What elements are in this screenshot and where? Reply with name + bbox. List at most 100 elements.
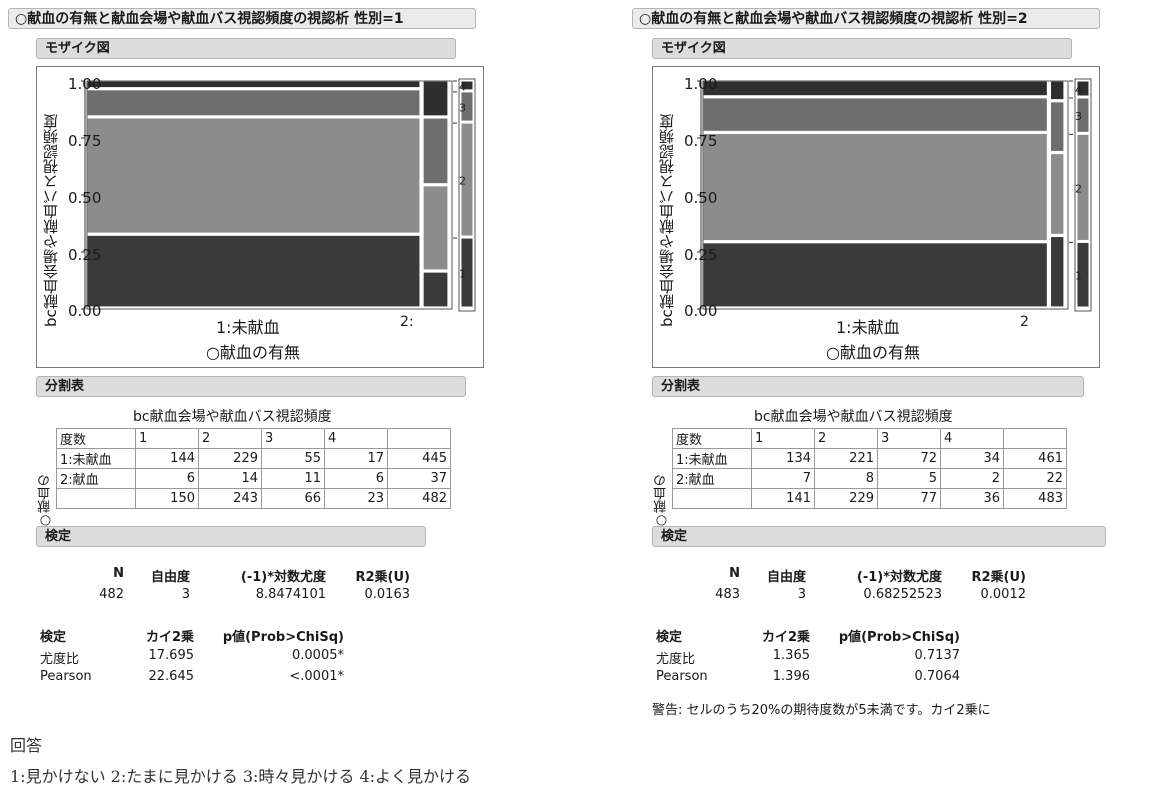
legend-segment bbox=[460, 122, 474, 237]
table-cell: 141 bbox=[751, 488, 815, 509]
y-tick-label: 0.00 bbox=[684, 302, 718, 320]
answer-legend: 1:見かけない 2:たまに見かける 3:時々見かける 4:よく見かける bbox=[10, 767, 472, 786]
level-label: 2 bbox=[1075, 182, 1082, 195]
table-row: 1:未献血 134 221 72 34 461 bbox=[672, 448, 1067, 469]
table-cell: 483 bbox=[1003, 488, 1067, 509]
test-section-header[interactable]: 検定 bbox=[36, 526, 426, 547]
mosaic-plot-frame: 1 2 3 4 bbox=[652, 66, 1100, 368]
test-head: p値(Prob>ChiSq) bbox=[838, 630, 960, 645]
y-tick-label: 1.00 bbox=[684, 75, 718, 93]
table-head-cell: 1 bbox=[751, 428, 815, 449]
test-section-header[interactable]: 検定 bbox=[652, 526, 1106, 547]
legend-segment bbox=[1076, 133, 1090, 241]
table-head-cell: 2 bbox=[814, 428, 878, 449]
level-label: 1 bbox=[1075, 270, 1082, 283]
test-row-label: Pearson bbox=[656, 669, 708, 684]
level-label: 3 bbox=[459, 101, 466, 114]
table-cell: 445 bbox=[387, 448, 451, 469]
mosaic-cell bbox=[702, 80, 1049, 97]
x-tick-label: 1:未献血 bbox=[216, 318, 280, 337]
mosaic-cell bbox=[702, 97, 1049, 133]
mosaic-cell bbox=[702, 242, 1049, 308]
table-cell: 36 bbox=[940, 488, 1004, 509]
row-label: 2:献血 bbox=[672, 468, 752, 489]
mosaic-cell bbox=[1049, 152, 1065, 236]
answer-heading: 回答 bbox=[10, 736, 43, 755]
row-label: 2:献血 bbox=[56, 468, 136, 489]
x-tick-label: 1:未献血 bbox=[836, 318, 900, 337]
test-value: 0.0005* bbox=[292, 648, 344, 663]
row-label bbox=[672, 488, 752, 509]
y-axis-label: bc献血会場や献血バス視認頻度 bbox=[42, 114, 60, 328]
row-label: 1:未献血 bbox=[56, 448, 136, 469]
table-cell: 5 bbox=[877, 468, 941, 489]
stat-head: R2乗(U) bbox=[971, 570, 1027, 585]
test-head: カイ2乗 bbox=[761, 630, 810, 645]
y-tick-label: 0.25 bbox=[684, 246, 718, 264]
plot-border bbox=[86, 80, 453, 310]
row-label bbox=[56, 488, 136, 509]
report-title[interactable]: ○献血の有無と献血会場や献血バス視認頻度の視認析 性別=1 bbox=[8, 8, 476, 29]
table-cell: 22 bbox=[1003, 468, 1067, 489]
table-title: bc献血会場や献血バス視認頻度 bbox=[754, 409, 953, 425]
y-tick-label: 0.50 bbox=[684, 189, 718, 207]
stat-value: 3 bbox=[181, 587, 190, 602]
y-tick-label: 0.75 bbox=[684, 132, 718, 150]
x-tick-label: 2: bbox=[400, 314, 414, 330]
table-row: 150 243 66 23 482 bbox=[56, 488, 451, 509]
test-row-label: 尤度比 bbox=[40, 652, 80, 667]
stat-value: 3 bbox=[797, 587, 806, 602]
x-axis-label: ○献血の有無 bbox=[206, 343, 300, 362]
test-value: 0.7137 bbox=[914, 648, 961, 663]
table-cell: 2 bbox=[940, 468, 1004, 489]
level-label: 4 bbox=[1075, 83, 1082, 96]
table-head-cell: 1 bbox=[135, 428, 199, 449]
mosaic-cell bbox=[86, 117, 421, 234]
test-head: 検定 bbox=[40, 630, 67, 645]
table-head-cell bbox=[1003, 428, 1067, 449]
table-head-cell: 4 bbox=[324, 428, 388, 449]
test-head: p値(Prob>ChiSq) bbox=[222, 630, 344, 645]
mosaic-section-header[interactable]: モザイク図 bbox=[652, 38, 1072, 59]
table-head-cell: 3 bbox=[877, 428, 941, 449]
mosaic-cell bbox=[422, 185, 449, 271]
table-head-cell: 4 bbox=[940, 428, 1004, 449]
legend-segment bbox=[1076, 80, 1090, 97]
mosaic-chart: 1 2 3 4 bbox=[697, 78, 1092, 312]
table-cell: 6 bbox=[324, 468, 388, 489]
table-cell: 77 bbox=[877, 488, 941, 509]
table-cell: 34 bbox=[940, 448, 1004, 469]
contingency-section-header[interactable]: 分割表 bbox=[36, 376, 466, 397]
mosaic-section-header[interactable]: モザイク図 bbox=[36, 38, 456, 59]
stat-value: 482 bbox=[99, 587, 124, 602]
contingency-table: 度数 1 2 3 4 1:未献血 134 221 72 34 461 2:献血 … bbox=[672, 428, 1067, 509]
x-axis-label: ○献血の有無 bbox=[826, 343, 920, 362]
warning-text: 警告: セルのうち20%の期待度数が5未満です。カイ2乗に bbox=[652, 703, 991, 718]
table-cell: 229 bbox=[814, 488, 878, 509]
table-row: 2:献血 7 8 5 2 22 bbox=[672, 468, 1067, 489]
test-row-label: Pearson bbox=[40, 669, 92, 684]
table-cell: 482 bbox=[387, 488, 451, 509]
table-cell: 23 bbox=[324, 488, 388, 509]
contingency-section-header[interactable]: 分割表 bbox=[652, 376, 1084, 397]
mosaic-cell bbox=[422, 271, 449, 308]
table-cell: 66 bbox=[261, 488, 325, 509]
table-cell: 461 bbox=[1003, 448, 1067, 469]
mosaic-cell bbox=[86, 234, 421, 308]
report-title[interactable]: ○献血の有無と献血会場や献血バス視認頻度の視認析 性別=2 bbox=[632, 8, 1100, 29]
table-header-row: 度数 1 2 3 4 bbox=[56, 428, 451, 449]
stat-value: 0.0163 bbox=[364, 587, 411, 602]
test-value: 1.396 bbox=[772, 669, 810, 684]
table-cell: 150 bbox=[135, 488, 199, 509]
y-tick-label: 0.00 bbox=[68, 302, 102, 320]
test-head: 検定 bbox=[656, 630, 683, 645]
mosaic-cell bbox=[1049, 80, 1065, 101]
mosaic-chart: 1 2 3 4 bbox=[81, 78, 476, 312]
stat-head: N bbox=[729, 566, 740, 581]
table-head-cell: 3 bbox=[261, 428, 325, 449]
level-label: 2 bbox=[459, 175, 466, 188]
stat-value: 0.68252523 bbox=[863, 587, 942, 602]
table-cell: 229 bbox=[198, 448, 262, 469]
